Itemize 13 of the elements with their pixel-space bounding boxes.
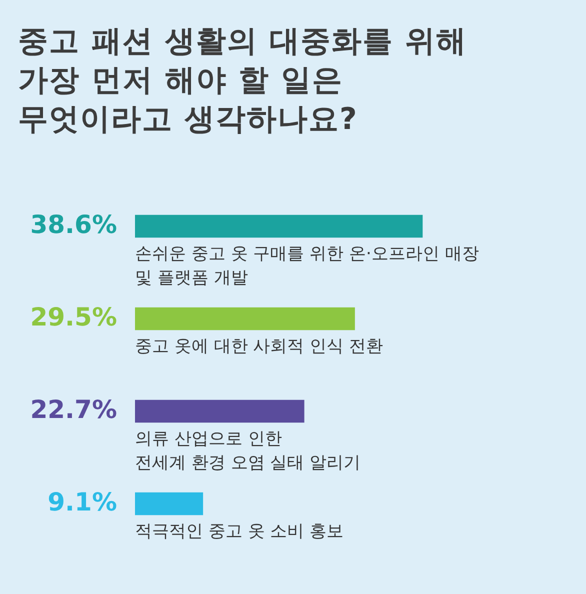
bar <box>135 400 304 423</box>
chart-title: 중고 패션 생활의 대중화를 위해 가장 먼저 해야 할 일은 무엇이라고 생각하나요? <box>18 23 467 139</box>
y-tick-label: 적극적인 중고 옷 소비 홍보 <box>135 522 344 542</box>
data-label: 22.7% <box>30 394 117 424</box>
bar <box>135 492 204 516</box>
data-label: 38.6% <box>30 210 117 239</box>
y-tick-label: 중고 옷에 대한 사회적 인식 전환 <box>135 336 384 357</box>
y-tick-label: 손쉬운 중고 옷 구매를 위한 온·오프라인 매장 및 플랫폼 개발 <box>135 244 479 288</box>
bar <box>135 214 423 238</box>
data-label: 29.5% <box>30 302 117 332</box>
bar <box>135 307 355 330</box>
y-tick-label: 의류 산업으로 인한 전세계 환경 오염 실태 알리기 <box>135 429 361 474</box>
data-label: 9.1% <box>48 487 117 516</box>
